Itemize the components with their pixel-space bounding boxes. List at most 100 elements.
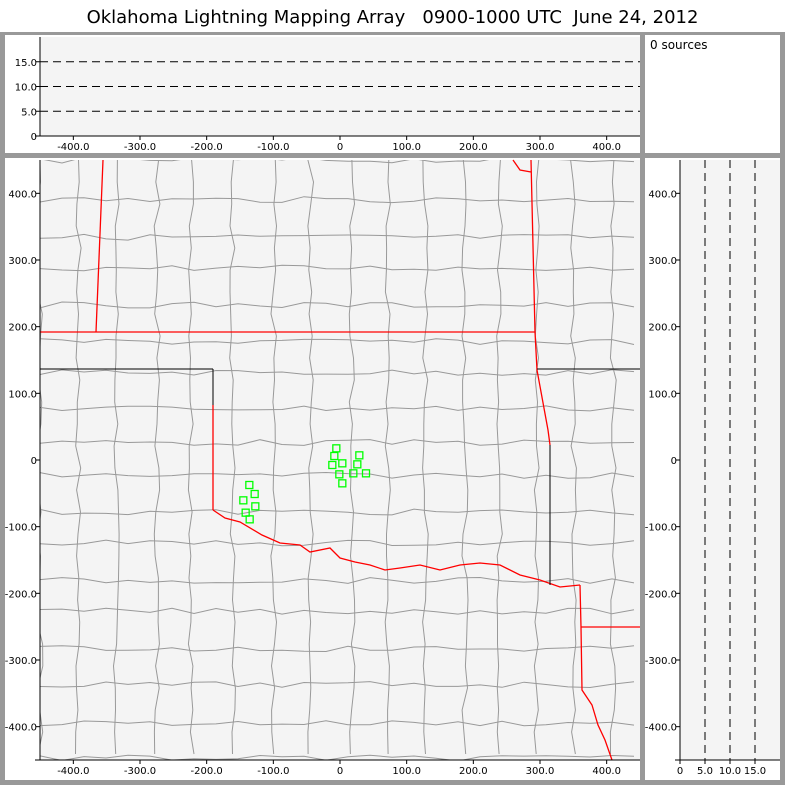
county-line bbox=[270, 160, 278, 755]
county-line bbox=[496, 160, 503, 755]
map-x-tick-label: 100.0 bbox=[392, 766, 421, 777]
lma-station-marker bbox=[328, 460, 337, 470]
map-x-tick-label: -200.0 bbox=[191, 766, 223, 777]
lma-station-marker bbox=[251, 502, 260, 511]
county-line bbox=[348, 160, 356, 755]
map-y-tick-label: -200.0 bbox=[5, 589, 37, 600]
side-y-tick-label: -300.0 bbox=[645, 656, 677, 667]
county-line bbox=[40, 720, 635, 727]
county-line bbox=[40, 405, 635, 412]
top-x-tick-label: 100.0 bbox=[392, 142, 421, 153]
county-line bbox=[609, 160, 617, 755]
top-x-tick-label: 200.0 bbox=[459, 142, 488, 153]
county-line bbox=[40, 645, 635, 653]
lma-station-marker bbox=[332, 444, 341, 453]
side-y-tick-label: 100.0 bbox=[648, 389, 677, 400]
map-y-tick-label: 0 bbox=[31, 456, 37, 467]
map-y-tick-label: 400.0 bbox=[8, 189, 37, 200]
county-line bbox=[40, 681, 635, 689]
lma-station-marker bbox=[330, 451, 339, 461]
county-line bbox=[40, 196, 635, 204]
side-x-tick-label: 10.0 bbox=[719, 766, 741, 777]
county-line bbox=[75, 160, 82, 755]
top-x-tick-label: 400.0 bbox=[592, 142, 621, 153]
map-x-tick-label: 400.0 bbox=[592, 766, 621, 777]
top-y-tick-label: 10.0 bbox=[15, 83, 37, 94]
side-y-tick-label: 0 bbox=[671, 456, 677, 467]
side-y-tick-label: 400.0 bbox=[648, 189, 677, 200]
state-border bbox=[212, 509, 581, 588]
map-x-tick-label: -400.0 bbox=[57, 766, 89, 777]
map-y-tick-label: -100.0 bbox=[5, 523, 37, 534]
side-x-tick-label: 0 bbox=[677, 766, 683, 777]
plot-title: Oklahoma Lightning Mapping Array 0900-10… bbox=[0, 0, 785, 32]
county-line bbox=[40, 233, 635, 241]
map-x-tick-label: -300.0 bbox=[124, 766, 156, 777]
top-y-tick-label: 15.0 bbox=[15, 58, 37, 69]
lma-station-marker bbox=[245, 515, 254, 524]
top-x-tick-label: -300.0 bbox=[124, 142, 156, 153]
county-line bbox=[229, 160, 236, 755]
map-y-tick-label: 300.0 bbox=[8, 256, 37, 267]
top-x-tick-label: -400.0 bbox=[57, 142, 89, 153]
map-y-tick-label: 200.0 bbox=[8, 323, 37, 334]
county-boundaries bbox=[40, 160, 635, 760]
source-count: 0 sources bbox=[650, 38, 708, 52]
lma-station-marker bbox=[338, 479, 347, 488]
lma-station-marker bbox=[349, 469, 358, 478]
map-y-tick-label: -300.0 bbox=[5, 656, 37, 667]
county-line bbox=[40, 471, 635, 479]
county-line bbox=[40, 607, 635, 615]
map-y-tick-label: 100.0 bbox=[8, 389, 37, 400]
top-x-tick-label: 300.0 bbox=[526, 142, 555, 153]
lma-station-marker bbox=[250, 489, 259, 499]
lma-station-marker bbox=[353, 460, 362, 469]
side-y-tick-label: -100.0 bbox=[645, 523, 677, 534]
map-x-tick-label: 0 bbox=[337, 766, 343, 777]
lma-station-marker bbox=[355, 451, 364, 460]
side-y-tick-label: -200.0 bbox=[645, 589, 677, 600]
top-y-tick-label: 0 bbox=[31, 132, 37, 143]
county-line bbox=[422, 160, 429, 755]
state-border bbox=[530, 159, 551, 446]
county-line bbox=[153, 160, 161, 755]
state-border bbox=[512, 159, 532, 173]
side-x-tick-label: 15.0 bbox=[744, 766, 766, 777]
map-x-tick-label: 300.0 bbox=[526, 766, 555, 777]
county-line bbox=[40, 160, 44, 748]
county-line bbox=[40, 754, 635, 760]
county-line bbox=[461, 160, 469, 755]
county-line bbox=[43, 160, 635, 164]
county-line bbox=[40, 576, 635, 584]
lma-station-marker bbox=[338, 459, 347, 468]
lma-station-marker bbox=[361, 469, 371, 478]
side-y-tick-label: 200.0 bbox=[648, 323, 677, 334]
county-line bbox=[40, 508, 635, 516]
lma-station-marker bbox=[245, 480, 254, 490]
top-x-tick-label: 0 bbox=[337, 142, 343, 153]
county-line bbox=[187, 160, 195, 755]
county-line bbox=[570, 160, 577, 755]
top-x-tick-label: -200.0 bbox=[191, 142, 223, 153]
map-x-tick-label: -100.0 bbox=[257, 766, 289, 777]
county-line bbox=[40, 264, 635, 272]
county-line bbox=[384, 160, 391, 755]
lma-station-marker bbox=[335, 470, 344, 479]
top-y-tick-label: 5.0 bbox=[21, 107, 37, 118]
map-y-tick-label: -400.0 bbox=[5, 723, 37, 734]
county-line bbox=[40, 439, 635, 446]
county-line bbox=[40, 539, 635, 547]
county-line bbox=[307, 160, 315, 755]
side-y-tick-label: -400.0 bbox=[645, 723, 677, 734]
county-line bbox=[40, 369, 635, 376]
state-border bbox=[95, 159, 104, 333]
map-x-tick-label: 200.0 bbox=[459, 766, 488, 777]
county-line bbox=[112, 160, 120, 755]
lma-station-marker bbox=[239, 496, 248, 505]
top-x-tick-label: -100.0 bbox=[257, 142, 289, 153]
side-y-tick-label: 300.0 bbox=[648, 256, 677, 267]
side-x-tick-label: 5.0 bbox=[697, 766, 713, 777]
source-count-panel bbox=[645, 35, 780, 153]
county-line bbox=[533, 160, 540, 755]
